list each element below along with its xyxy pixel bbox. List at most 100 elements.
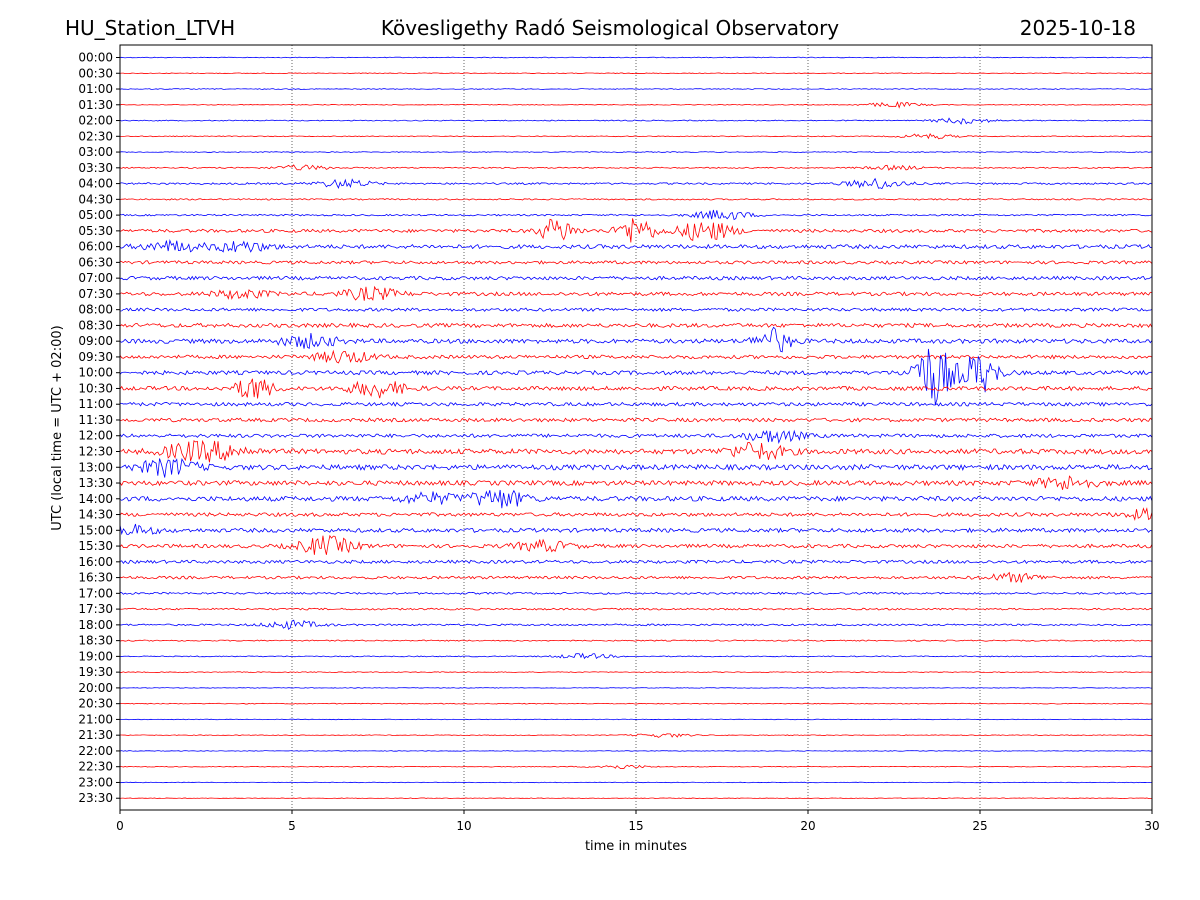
seismic-trace-row bbox=[119, 198, 1153, 201]
seismic-trace-row bbox=[119, 56, 1153, 59]
row-time-label: 13:30 bbox=[78, 476, 113, 490]
plot-frame bbox=[119, 44, 1153, 811]
seismic-trace-row bbox=[119, 326, 1153, 353]
row-time-label: 07:00 bbox=[78, 271, 113, 285]
seismic-trace-row bbox=[119, 687, 1153, 689]
row-time-label: 05:00 bbox=[78, 208, 113, 222]
row-time-label: 03:30 bbox=[78, 161, 113, 175]
date-title: 2025-10-18 bbox=[1020, 16, 1136, 40]
seismic-trace-row bbox=[120, 619, 1153, 631]
seismic-trace-row bbox=[119, 429, 1153, 445]
grid-lines bbox=[291, 45, 981, 810]
row-time-label: 07:30 bbox=[78, 287, 113, 301]
row-time-label: 14:00 bbox=[78, 492, 113, 506]
row-time-label: 06:30 bbox=[78, 255, 113, 269]
seismic-trace-row bbox=[119, 750, 1153, 752]
seismic-trace-row bbox=[119, 507, 1153, 522]
row-time-label: 22:30 bbox=[78, 760, 113, 774]
seismic-trace-row bbox=[119, 571, 1153, 583]
row-time-label: 20:30 bbox=[78, 697, 113, 711]
row-time-label: 12:30 bbox=[78, 445, 113, 459]
seismic-trace-row bbox=[119, 151, 1153, 153]
row-time-label: 03:00 bbox=[78, 145, 113, 159]
seismic-trace-row bbox=[119, 117, 1153, 125]
seismic-trace-row bbox=[119, 164, 1153, 171]
row-time-label: 15:00 bbox=[78, 523, 113, 537]
row-time-label: 04:00 bbox=[78, 177, 113, 191]
row-time-label: 14:30 bbox=[78, 508, 113, 522]
row-time-label: 15:30 bbox=[78, 539, 113, 553]
x-tick-label: 10 bbox=[456, 819, 471, 833]
seismic-trace-row bbox=[119, 718, 1153, 721]
row-time-label: 02:30 bbox=[78, 129, 113, 143]
row-time-label: 01:30 bbox=[78, 98, 113, 112]
seismic-trace-row bbox=[119, 209, 1153, 221]
row-time-label: 19:00 bbox=[78, 649, 113, 663]
seismic-trace-row bbox=[119, 322, 1153, 329]
seismic-trace-row bbox=[119, 401, 1153, 407]
row-time-label: 17:00 bbox=[78, 586, 113, 600]
seismic-trace-row bbox=[119, 639, 1153, 642]
row-time-label: 00:00 bbox=[78, 51, 113, 65]
row-time-label: 18:30 bbox=[78, 634, 113, 648]
row-time-label: 12:00 bbox=[78, 429, 113, 443]
seismic-trace-row bbox=[119, 238, 1153, 253]
seismic-traces bbox=[119, 56, 1153, 799]
seismic-trace-row bbox=[119, 781, 1153, 784]
seismic-trace-row bbox=[119, 349, 1153, 364]
row-time-label: 11:00 bbox=[78, 397, 113, 411]
row-time-label: 09:30 bbox=[78, 350, 113, 364]
x-tick-label: 15 bbox=[628, 819, 643, 833]
row-time-label: 11:30 bbox=[78, 413, 113, 427]
row-time-label: 06:00 bbox=[78, 240, 113, 254]
seismic-trace-row bbox=[119, 348, 1153, 405]
row-time-label: 21:30 bbox=[78, 728, 113, 742]
x-tick-label: 0 bbox=[116, 819, 124, 833]
seismic-trace-row bbox=[119, 534, 1153, 555]
row-time-label: 16:00 bbox=[78, 555, 113, 569]
seismic-trace-row bbox=[119, 797, 1153, 799]
row-time-label: 18:00 bbox=[78, 618, 113, 632]
x-tick-label: 20 bbox=[800, 819, 815, 833]
seismic-trace-row bbox=[119, 671, 1153, 673]
x-axis-label: time in minutes bbox=[585, 839, 687, 854]
seismic-trace-row bbox=[119, 489, 1153, 509]
seismic-trace-row bbox=[119, 475, 1153, 490]
seismic-trace-row bbox=[119, 457, 1153, 478]
seismic-trace-row bbox=[119, 307, 1153, 313]
row-time-label: 01:00 bbox=[78, 82, 113, 96]
row-time-label: 10:30 bbox=[78, 381, 113, 395]
seismic-trace-row bbox=[119, 218, 1153, 243]
seismic-trace-row bbox=[119, 733, 1153, 738]
seismic-trace-row bbox=[119, 72, 1153, 75]
seismic-trace-row bbox=[119, 285, 1153, 301]
x-axis-ticks: 0 5 10 15 20 25 30 bbox=[116, 810, 1160, 833]
row-time-label: 22:00 bbox=[78, 744, 113, 758]
seismic-trace-row bbox=[119, 559, 1153, 565]
row-time-label: 13:00 bbox=[78, 460, 113, 474]
row-time-label: 19:30 bbox=[78, 665, 113, 679]
seismic-trace-row bbox=[119, 417, 1153, 423]
seismic-trace-row bbox=[119, 652, 1153, 660]
row-time-label: 02:00 bbox=[78, 114, 113, 128]
observatory-title: Kövesligethy Radó Seismological Observat… bbox=[381, 16, 839, 40]
row-time-label: 09:00 bbox=[78, 334, 113, 348]
row-time-label: 23:30 bbox=[78, 791, 113, 805]
x-tick-label: 25 bbox=[972, 819, 987, 833]
seismic-trace-row bbox=[119, 523, 1153, 536]
row-time-label: 23:00 bbox=[78, 775, 113, 789]
seismic-trace-row bbox=[119, 764, 1153, 769]
row-time-label: 04:30 bbox=[78, 192, 113, 206]
station-title: HU_Station_LTVH bbox=[65, 16, 235, 40]
row-time-label: 17:30 bbox=[78, 602, 113, 616]
seismic-trace-row bbox=[119, 177, 1153, 190]
row-time-label: 16:30 bbox=[78, 571, 113, 585]
row-time-label: 20:00 bbox=[78, 681, 113, 695]
seismic-trace-row bbox=[119, 439, 1153, 463]
y-axis-label: UTC (local time = UTC + 02:00) bbox=[50, 325, 65, 530]
row-time-label: 08:00 bbox=[78, 303, 113, 317]
seismic-trace-row bbox=[119, 591, 1153, 595]
seismic-trace-row bbox=[119, 133, 1153, 140]
x-tick-label: 5 bbox=[288, 819, 296, 833]
